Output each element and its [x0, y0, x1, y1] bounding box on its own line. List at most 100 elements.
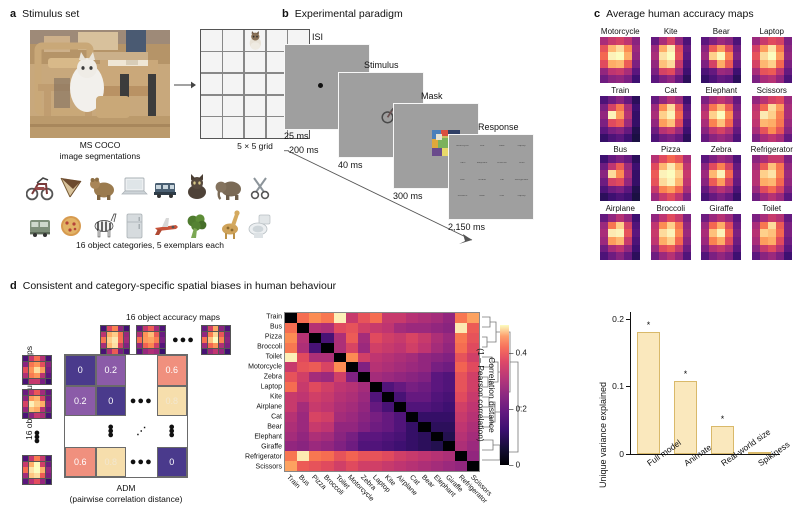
heatmap-row-label: Scissors: [256, 464, 282, 471]
accuracy-map-pixel: [725, 127, 733, 135]
accuracy-map-pixel: [725, 229, 733, 237]
mini-map-pixel: [124, 326, 129, 331]
exemplar-scissors-icon: [246, 170, 274, 204]
heatmap-cell: [321, 451, 333, 461]
mini-map-pixel: [23, 479, 28, 484]
accuracy-map-pixel: [768, 252, 776, 260]
response-option[interactable]: Giraffe: [473, 179, 492, 195]
accuracy-map-pixel: [667, 170, 675, 178]
mini-map-pixel: [112, 326, 117, 331]
heatmap-cell: [285, 432, 297, 442]
mini-map-pixel: [202, 343, 207, 348]
heatmap-cell: [443, 402, 455, 412]
time-label-response: 2,150 ms: [448, 222, 485, 232]
response-option[interactable]: Bus: [453, 179, 472, 195]
mini-map-pixel: [29, 479, 34, 484]
accuracy-map-pixel: [659, 119, 667, 127]
accuracy-map-pixel: [659, 193, 667, 201]
accuracy-map-pixel: [624, 134, 632, 142]
adm-cell: 0.2: [65, 386, 96, 417]
response-option[interactable]: Laptop: [512, 145, 531, 161]
accuracy-map-pixel: [616, 104, 624, 112]
accuracy-map-pixel: [784, 178, 792, 186]
heatmap-cell: [382, 461, 394, 471]
accuracy-map-pixel: [616, 96, 624, 104]
response-option[interactable]: Cat: [493, 179, 512, 195]
accuracy-map-pixel: [725, 252, 733, 260]
accuracy-map-pixel: [733, 111, 741, 119]
accuracy-map-label: Airplane: [606, 203, 635, 214]
accuracy-map-pixel: [768, 170, 776, 178]
heatmap-cell: [334, 343, 346, 353]
schematic-left-maps: ● ● ●: [22, 355, 52, 485]
mini-map-pixel: [213, 349, 218, 354]
accuracy-map-label: Cat: [665, 85, 677, 96]
response-option[interactable]: Kite: [473, 145, 492, 161]
accuracy-map-pixel: [675, 96, 683, 104]
accuracy-map-pixel: [733, 104, 741, 112]
response-option[interactable]: Scissors: [453, 195, 472, 211]
mini-map-pixel: [137, 343, 142, 348]
exemplar-cat-icon: [183, 170, 211, 204]
response-option[interactable]: Train: [453, 162, 472, 178]
accuracy-map-pixel: [760, 237, 768, 245]
response-option[interactable]: Refrigerator: [512, 179, 531, 195]
accuracy-map-pixel: [717, 75, 725, 83]
heatmap-cell: [431, 402, 443, 412]
heatmap-cell: [309, 402, 321, 412]
accuracy-map-pixel: [701, 186, 709, 194]
accuracy-map-pixel: [701, 60, 709, 68]
response-option-grid[interactable]: Motorcycle Kite Bear Laptop Train Elepha…: [449, 135, 535, 221]
heatmap-cell: [443, 392, 455, 402]
accuracy-map-pixel: [651, 52, 659, 60]
heatmap-cell: [297, 432, 309, 442]
accuracy-map-pixel: [683, 186, 691, 194]
response-option[interactable]: Broccoli: [493, 162, 512, 178]
heatmap-cell: [394, 422, 406, 432]
accuracy-map-pixel: [717, 111, 725, 119]
schematic-mini-map: [136, 325, 166, 355]
heatmap-cell: [455, 432, 467, 442]
accuracy-map-pixel: [683, 96, 691, 104]
exemplar-bear-icon: [89, 170, 117, 204]
mini-map-pixel: [118, 326, 123, 331]
accuracy-map-pixel: [733, 52, 741, 60]
heatmap-cell: [382, 372, 394, 382]
response-option[interactable]: Laptop: [512, 195, 531, 211]
accuracy-map-pixel: [608, 75, 616, 83]
accuracy-map-pixel: [768, 222, 776, 230]
accuracy-map-pixel: [632, 68, 640, 76]
heatmap-cell: [297, 441, 309, 451]
heatmap-cell: [418, 392, 430, 402]
heatmap-cell: [406, 412, 418, 422]
heatmap-cell: [321, 372, 333, 382]
accuracy-map-pixel: [608, 163, 616, 171]
adm-ellipsis-v2: ● ● ●: [157, 416, 188, 447]
response-option[interactable]: Bear: [473, 195, 492, 211]
accuracy-map-pixel: [675, 155, 683, 163]
accuracy-map-pixel: [616, 237, 624, 245]
response-option[interactable]: Crab: [512, 162, 531, 178]
accuracy-map-pixel: [760, 127, 768, 135]
response-option[interactable]: Elephant: [473, 162, 492, 178]
accuracy-map-pixel: [760, 170, 768, 178]
accuracy-map-pixel: [717, 214, 725, 222]
response-option[interactable]: Bear: [493, 145, 512, 161]
accuracy-map-pixel: [600, 127, 608, 135]
mini-map-pixel: [34, 413, 39, 418]
heatmap-cell: [455, 461, 467, 471]
heatmap-cell: [346, 323, 358, 333]
heatmap-cell: [309, 382, 321, 392]
accuracy-map-pixel: [709, 178, 717, 186]
heatmap-cell: [321, 313, 333, 323]
response-option[interactable]: Motorcycle: [453, 145, 472, 161]
accuracy-map-cell: Bear: [699, 26, 744, 83]
accuracy-map-pixel: [624, 37, 632, 45]
heatmap-cell: [346, 382, 358, 392]
accuracy-map-cell: Elephant: [699, 85, 744, 142]
mini-map-pixel: [34, 462, 39, 467]
heatmap-cell: [358, 432, 370, 442]
accuracy-map-pixel: [683, 229, 691, 237]
heatmap-cell: [297, 412, 309, 422]
response-option[interactable]: Kite: [493, 195, 512, 211]
